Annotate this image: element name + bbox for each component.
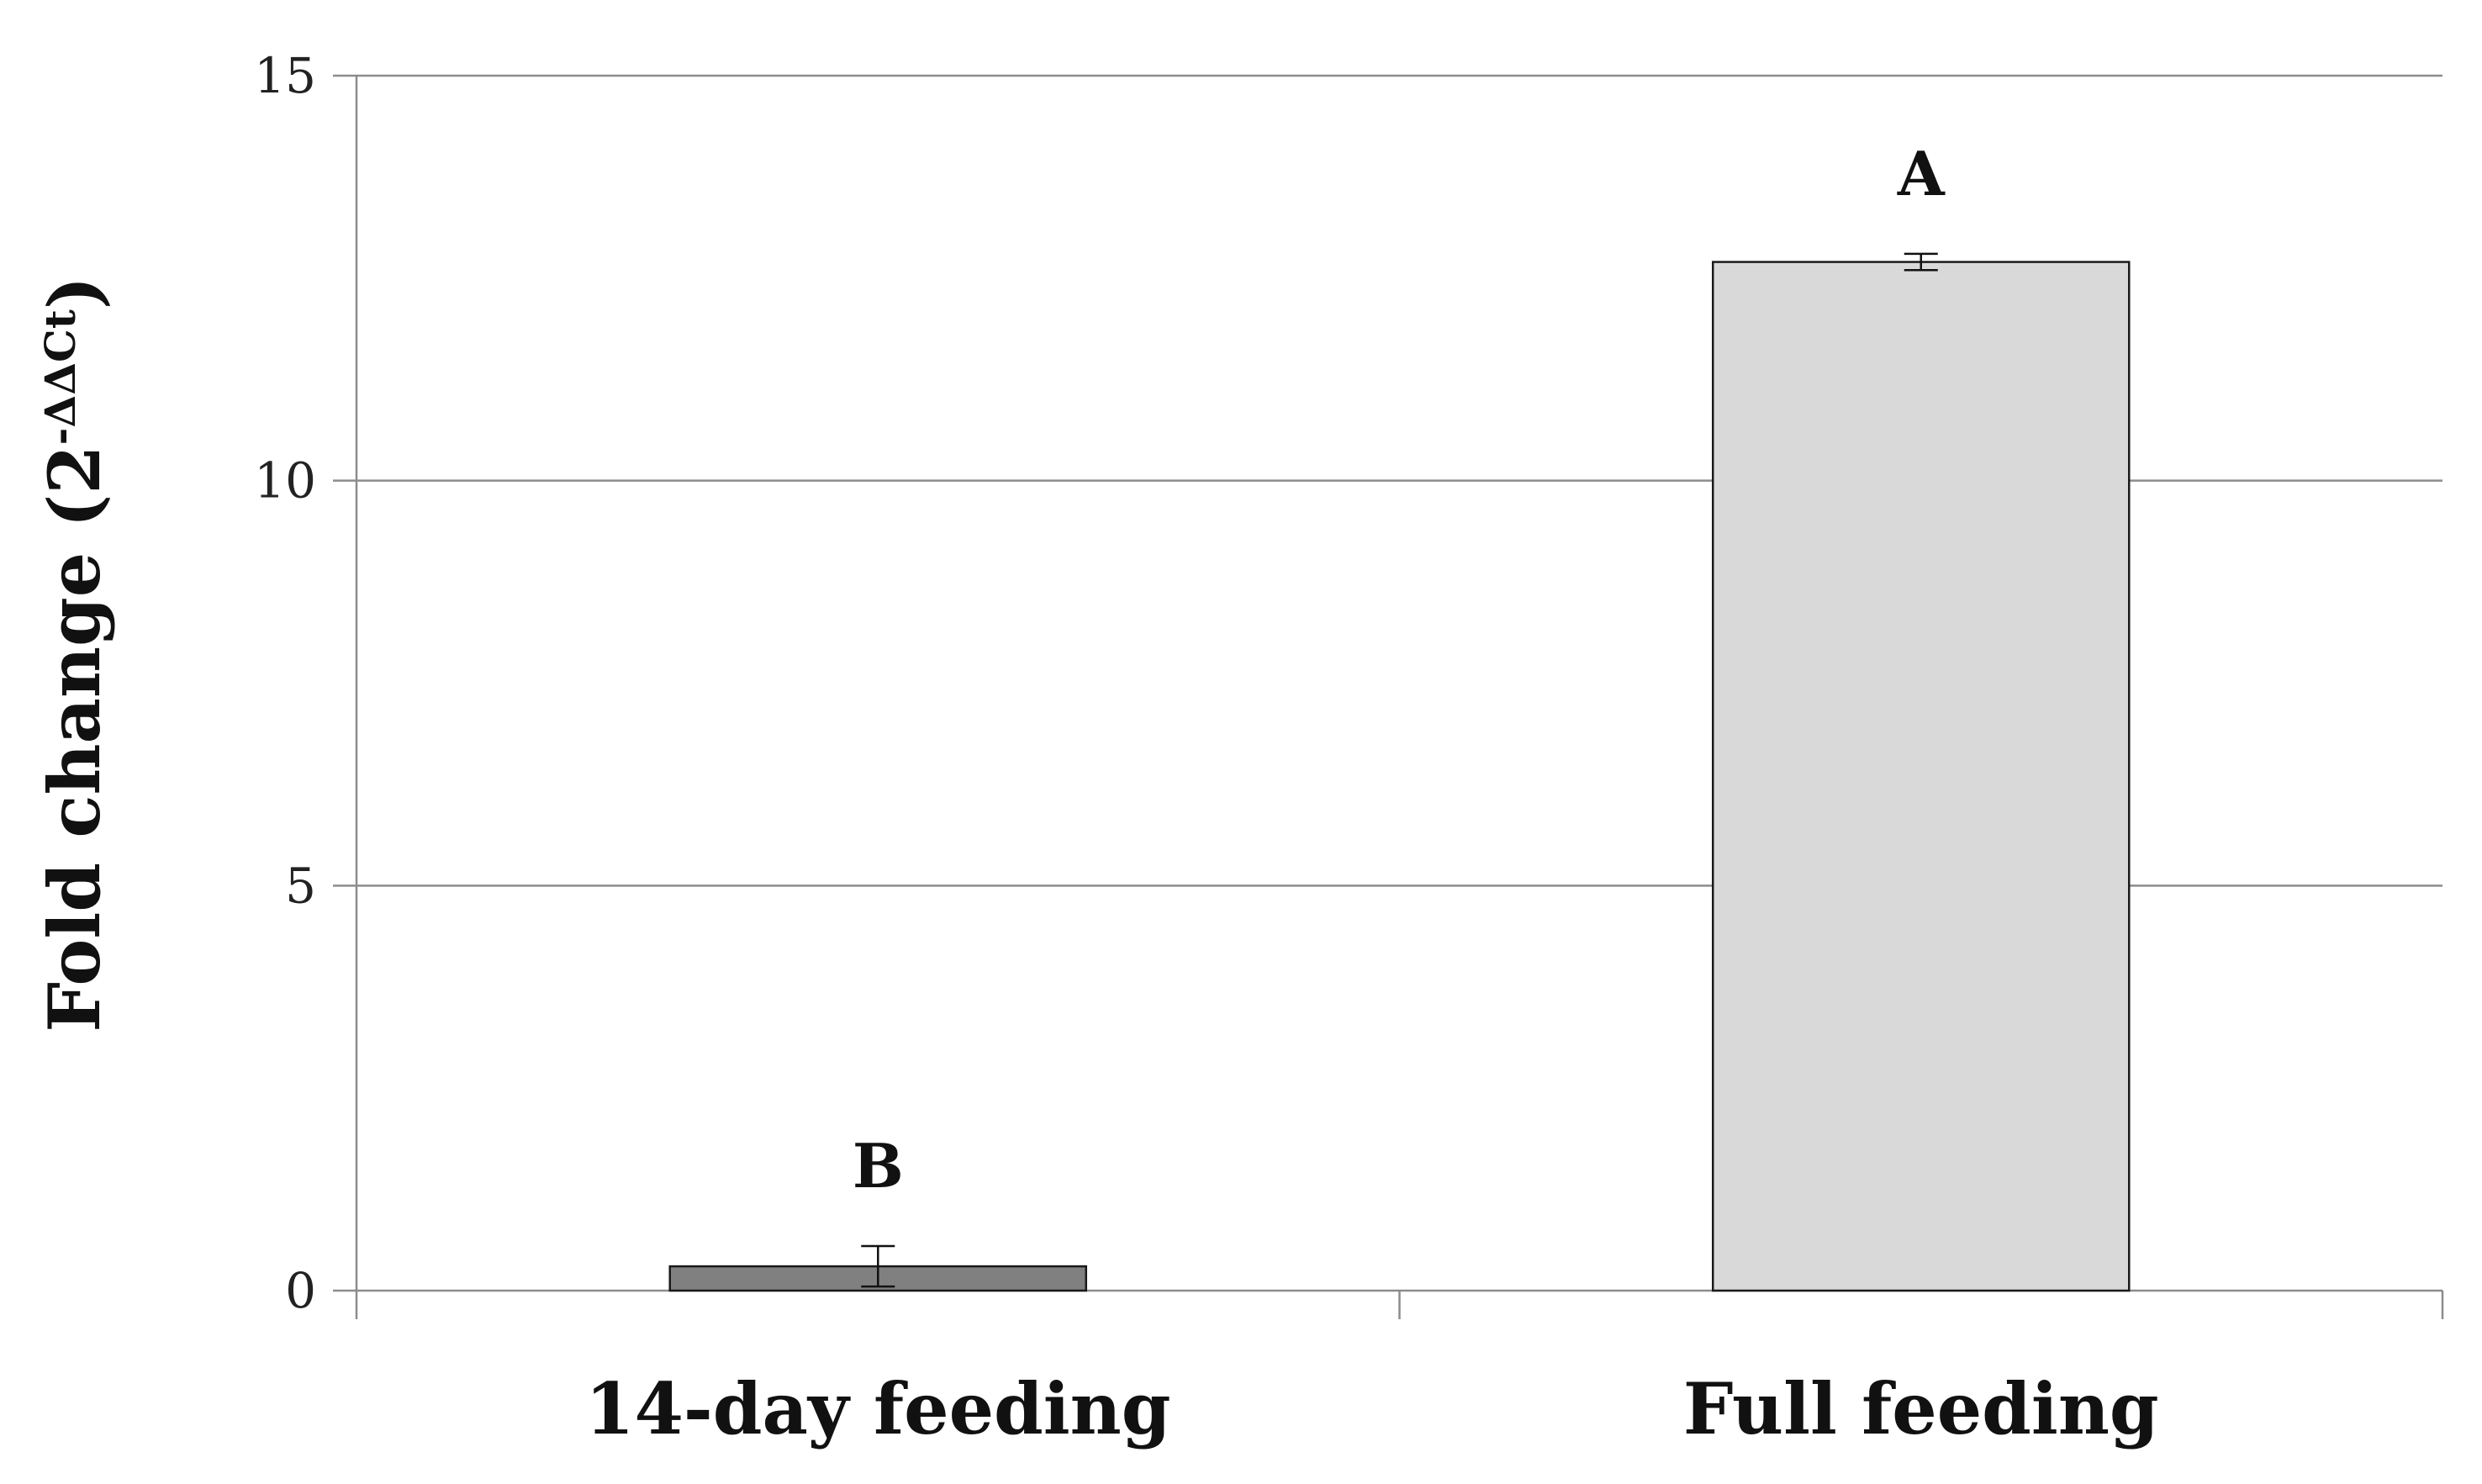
y-axis-title-close: ) [33,276,116,309]
y-tick-label: 10 [254,452,316,510]
y-axis-title: Fold change (2-ΔΔCt) [33,276,116,1032]
significance-label: A [1897,138,1946,209]
y-tick-label: 15 [254,47,316,104]
labels: 0 5 10 15 B 14-day feeding A Full feeding [254,47,2158,1450]
y-axis-title-main: Fold change (2 [33,445,116,1032]
y-axis-title-superscript: -ΔΔCt [35,309,85,445]
bar [1712,261,2131,1292]
x-category-label: Full feeding [1683,1367,2159,1450]
significance-label: B [853,1130,904,1201]
y-tick-label: 0 [285,1262,316,1319]
error-bars [861,252,1938,1288]
x-category-label: 14-day feeding [585,1367,1170,1450]
y-tick-label: 5 [285,857,316,914]
